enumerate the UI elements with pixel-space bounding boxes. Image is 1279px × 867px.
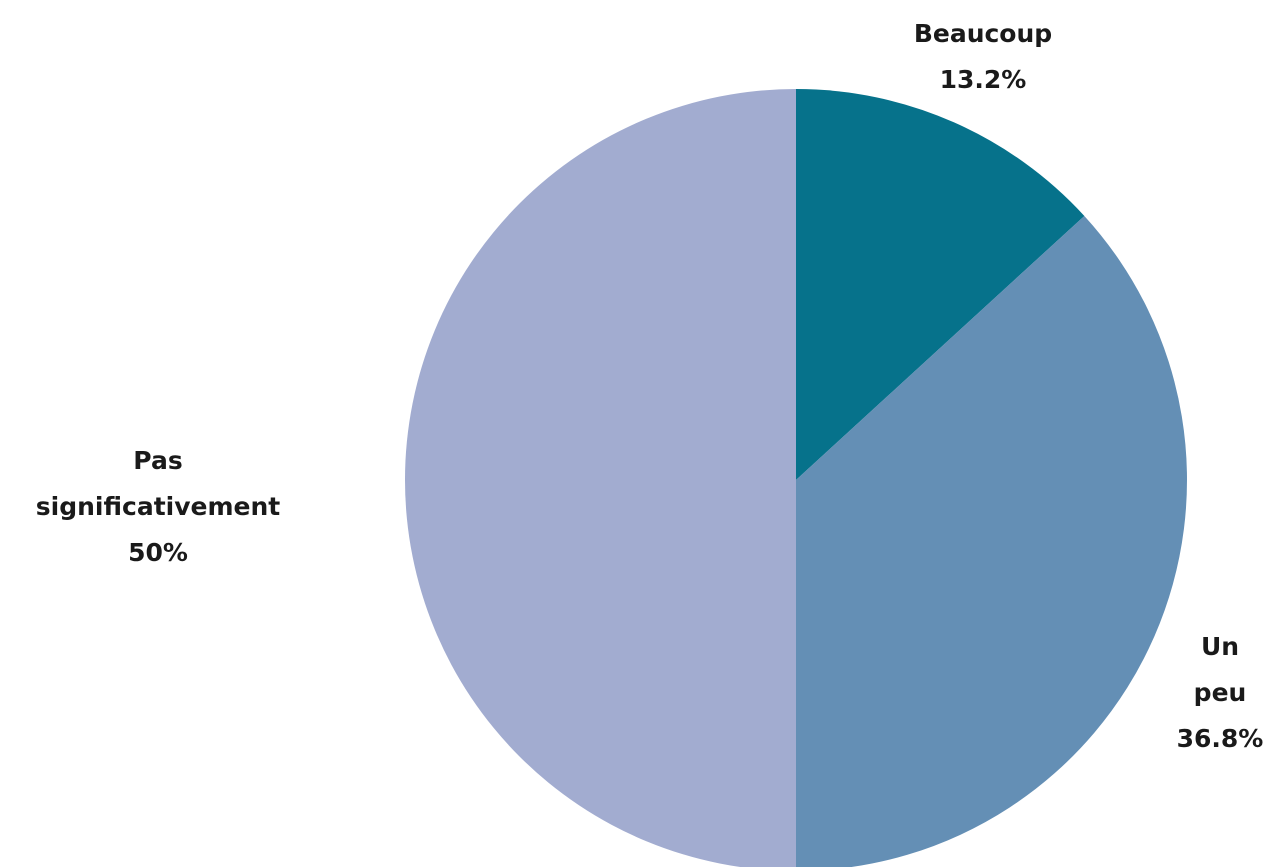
slice-category-label: Un peu — [1194, 632, 1247, 707]
label-line: Un — [1201, 632, 1239, 661]
pie-slice — [405, 89, 796, 867]
pie-slice — [796, 89, 1085, 480]
slice-value-label: 36.8% — [1177, 724, 1264, 753]
slice-value-label: 13.2% — [940, 65, 1027, 94]
label-line: Pas — [133, 446, 182, 475]
label-line: Beaucoup — [914, 19, 1052, 48]
pie-slice — [796, 215, 1187, 867]
slice-category-label: Pas significativement — [36, 446, 281, 521]
slice-category-label: Beaucoup — [914, 19, 1052, 48]
slice-value-label: 50% — [128, 538, 188, 567]
label-line: significativement — [36, 492, 281, 521]
label-line: peu — [1194, 678, 1247, 707]
